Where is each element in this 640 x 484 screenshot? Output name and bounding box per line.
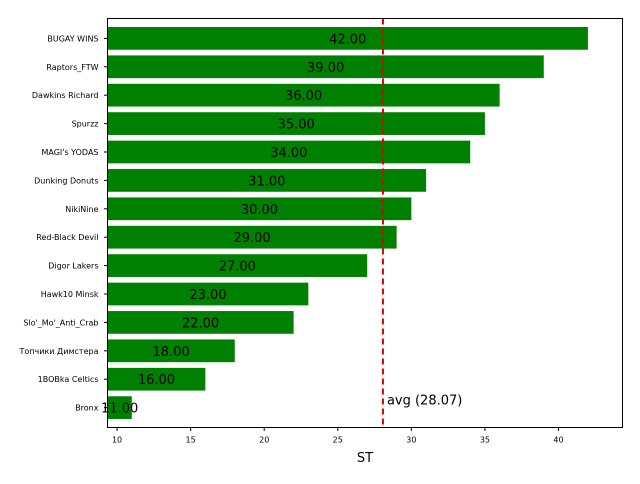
y-tick-label: Spurzz <box>72 120 99 129</box>
x-axis: 10 15 20 25 30 35 40 <box>112 427 564 445</box>
y-tick-label: 1BOBka Celtics <box>38 375 99 384</box>
bar-value-label: 18.00 <box>153 345 190 360</box>
x-tick-label: 15 <box>186 436 196 445</box>
y-tick-label: NikiNine <box>65 205 98 214</box>
bar-value-label: 23.00 <box>189 288 226 303</box>
x-tick-label: 30 <box>406 436 416 445</box>
bar <box>107 55 544 79</box>
y-tick-label: Bronx <box>75 404 99 413</box>
x-tick-label: 20 <box>259 436 269 445</box>
bar <box>107 112 485 135</box>
bar-value-label: 11.00 <box>101 402 138 417</box>
bar <box>107 197 412 221</box>
x-axis-label: ST <box>357 451 373 466</box>
bar <box>107 367 206 391</box>
y-tick-label: Hawk10 Minsk <box>41 290 99 299</box>
y-axis: BUGAY WINS Raptors_FTW Dawkins Richard Spur… <box>19 34 108 413</box>
reference-line-layer: avg (28.07) <box>381 18 462 428</box>
y-tick-label: MAGI's YODAS <box>41 148 98 157</box>
x-tick-label: 40 <box>553 436 563 445</box>
bar <box>107 282 309 306</box>
plot-frame <box>107 18 623 428</box>
bar <box>107 169 427 192</box>
bar-value-label: 42.00 <box>329 32 366 47</box>
bar <box>107 311 294 334</box>
bar <box>107 83 500 107</box>
bar <box>107 225 397 249</box>
x-tick-label: 35 <box>480 436 490 445</box>
y-tick-label: Digor Lakers <box>48 262 98 271</box>
bar-value-label: 27.00 <box>219 260 256 275</box>
bar-value-label: 36.00 <box>285 89 322 104</box>
y-tick-label: Dunking Donuts <box>34 176 98 185</box>
bars-layer <box>107 27 588 419</box>
x-tick-label: 10 <box>112 436 122 445</box>
bar-value-label: 35.00 <box>278 118 315 133</box>
bar-value-label: 31.00 <box>248 174 285 189</box>
bar-value-label: 30.00 <box>241 203 278 218</box>
y-tick-label: BUGAY WINS <box>47 34 98 43</box>
bar <box>107 396 132 419</box>
y-tick-label: Raptors_FTW <box>46 63 98 72</box>
bar-value-label: 16.00 <box>138 373 175 388</box>
bar <box>107 27 588 50</box>
bar-value-label: 29.00 <box>233 231 270 246</box>
bar-value-label: 34.00 <box>270 146 307 161</box>
y-tick-label: Red-Black Devil <box>36 233 98 242</box>
y-tick-label: Топчики Димстера <box>19 347 99 356</box>
bar <box>107 339 235 363</box>
y-tick-label: Dawkins Richard <box>32 91 99 100</box>
bar-value-label: 39.00 <box>307 61 344 76</box>
bar <box>107 140 471 164</box>
bar-value-label: 22.00 <box>182 316 219 331</box>
value-labels-layer: 42.00 39.00 36.00 35.00 34.00 31.00 30.00 29.00… <box>101 32 366 416</box>
x-tick-label: 25 <box>333 436 343 445</box>
average-line-label: avg (28.07) <box>387 394 462 409</box>
bar <box>107 254 368 277</box>
y-tick-label: Slo'_Mo'_Anti_Crab <box>23 318 98 327</box>
